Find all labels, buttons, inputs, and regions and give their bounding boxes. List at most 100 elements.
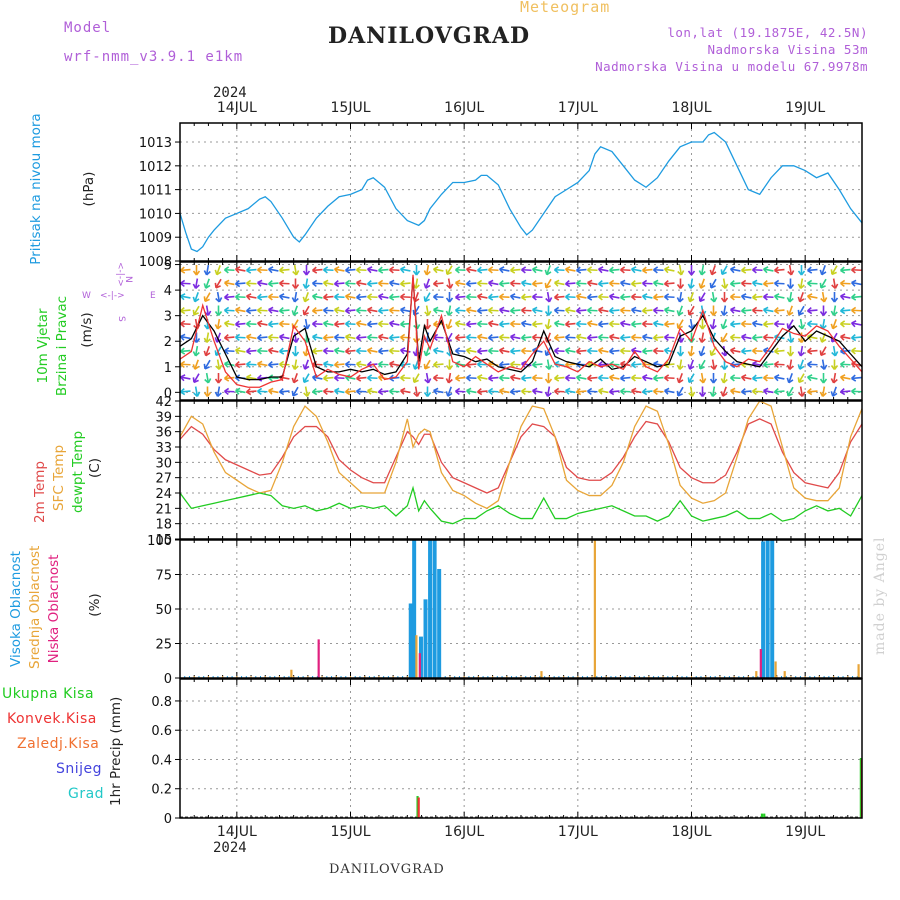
- wind-arrow: [214, 265, 222, 276]
- bar-srednja-oblacnost: [783, 671, 786, 678]
- wind-arrow: [751, 320, 763, 328]
- wind-arrow: [544, 373, 553, 384]
- wind-arrow: [333, 333, 345, 342]
- wind-arrow: [377, 307, 389, 315]
- wind-arrow: [487, 347, 499, 355]
- wind-arrow: [850, 347, 862, 355]
- wind-arrow: [234, 333, 246, 342]
- wind-arrow: [652, 334, 664, 342]
- wind-arrow: [773, 388, 785, 396]
- wind-arrow: [498, 387, 510, 395]
- wind-arrow: [619, 334, 631, 342]
- wind-arrow: [454, 334, 466, 342]
- wind-arrow: [322, 334, 334, 342]
- wind-arrow: [740, 293, 752, 301]
- wind-arrow: [531, 361, 543, 369]
- wind-arrow: [180, 333, 191, 341]
- wind-arrow: [586, 334, 598, 342]
- footer-station: DANILOVGRAD: [329, 862, 445, 877]
- wind-arrow: [531, 320, 543, 328]
- wind-arrow: [344, 360, 356, 369]
- wind-arrow: [278, 333, 290, 341]
- wind-arrow: [465, 320, 477, 328]
- wind-arrow: [454, 306, 466, 315]
- wind-arrow: [830, 359, 839, 370]
- wind-arrow: [311, 347, 323, 355]
- plot-area-pressure: [180, 131, 862, 253]
- wind-arrow: [322, 293, 334, 301]
- legend-ukupna-kisa: Ukupna Kisa: [2, 686, 95, 702]
- wind-arrow: [454, 387, 466, 396]
- wind-arrow: [630, 266, 642, 274]
- wind-arrow: [586, 320, 598, 328]
- wind-arrow: [311, 293, 323, 301]
- plot-area-precip: [180, 758, 862, 818]
- wind-arrow: [412, 373, 420, 384]
- wind-arrow: [676, 346, 685, 357]
- wind-arrow: [333, 293, 345, 301]
- wind-arrow: [476, 347, 488, 355]
- wind-arrow: [709, 265, 717, 276]
- wind-arrow: [773, 320, 785, 328]
- wind-arrow: [498, 374, 510, 382]
- wind-arrow: [302, 305, 310, 316]
- date-label-bottom: 14JUL: [217, 824, 257, 840]
- panel-frame: [179, 539, 863, 679]
- wind-arrow: [619, 306, 631, 315]
- wind-arrow: [278, 320, 290, 328]
- wind-arrow: [586, 306, 598, 315]
- wind-arrow: [652, 266, 664, 274]
- wind-arrow: [729, 347, 741, 355]
- wind-arrow: [278, 293, 290, 301]
- wind-arrow: [608, 388, 620, 396]
- wind-arrow: [720, 372, 728, 384]
- wind-arrow: [388, 320, 400, 328]
- wind-arrow: [586, 374, 598, 382]
- wind-arrow: [619, 374, 631, 382]
- y-tick-label: 50: [155, 603, 172, 618]
- wind-arrow: [652, 320, 664, 328]
- wind-arrow: [630, 374, 642, 382]
- wind-arrow: [641, 347, 653, 355]
- wind-arrow: [575, 279, 587, 288]
- wind-arrow: [762, 333, 774, 342]
- wind-arrow: [432, 374, 444, 382]
- wind-arrow: [597, 347, 609, 355]
- wind-arrow: [291, 305, 299, 316]
- wind-arrow: [366, 293, 378, 301]
- wind-arrow: [445, 292, 454, 303]
- wind-arrow: [344, 266, 356, 274]
- wind-arrow: [544, 265, 552, 276]
- elevation-info: Nadmorska Visina 53m: [707, 42, 868, 57]
- wind-arrow: [344, 347, 356, 355]
- wind-arrow: [302, 359, 310, 370]
- wind-arrow: [729, 333, 741, 342]
- wind-arrow: [751, 334, 763, 342]
- wind-arrow: [355, 306, 367, 315]
- wind-arrow: [575, 374, 587, 382]
- y-tick-label: 100: [147, 534, 172, 549]
- wind-arrow: [608, 320, 620, 328]
- y-tick-label: 1009: [139, 231, 172, 246]
- wind-arrow: [445, 359, 454, 370]
- wind-arrow: [597, 333, 609, 342]
- wind-arrow: [223, 279, 235, 287]
- wind-arrow: [797, 345, 805, 357]
- wind-arrow: [850, 306, 862, 315]
- wind-arrow: [564, 280, 576, 288]
- wind-arrow: [302, 265, 311, 276]
- wind-arrow: [850, 293, 862, 301]
- wind-arrow: [311, 320, 323, 328]
- wind-arrow: [267, 266, 279, 274]
- wind-arrow: [619, 293, 631, 301]
- wind-arrow: [234, 266, 246, 274]
- wind-arrow: [597, 293, 609, 301]
- wind-arrow: [721, 278, 729, 290]
- wind-arrow: [553, 306, 565, 315]
- wind-arrow: [676, 319, 684, 330]
- wind-arrow: [698, 346, 706, 357]
- wind-arrow: [520, 347, 532, 355]
- wind-arrow: [762, 387, 774, 395]
- wind-arrow: [302, 373, 310, 384]
